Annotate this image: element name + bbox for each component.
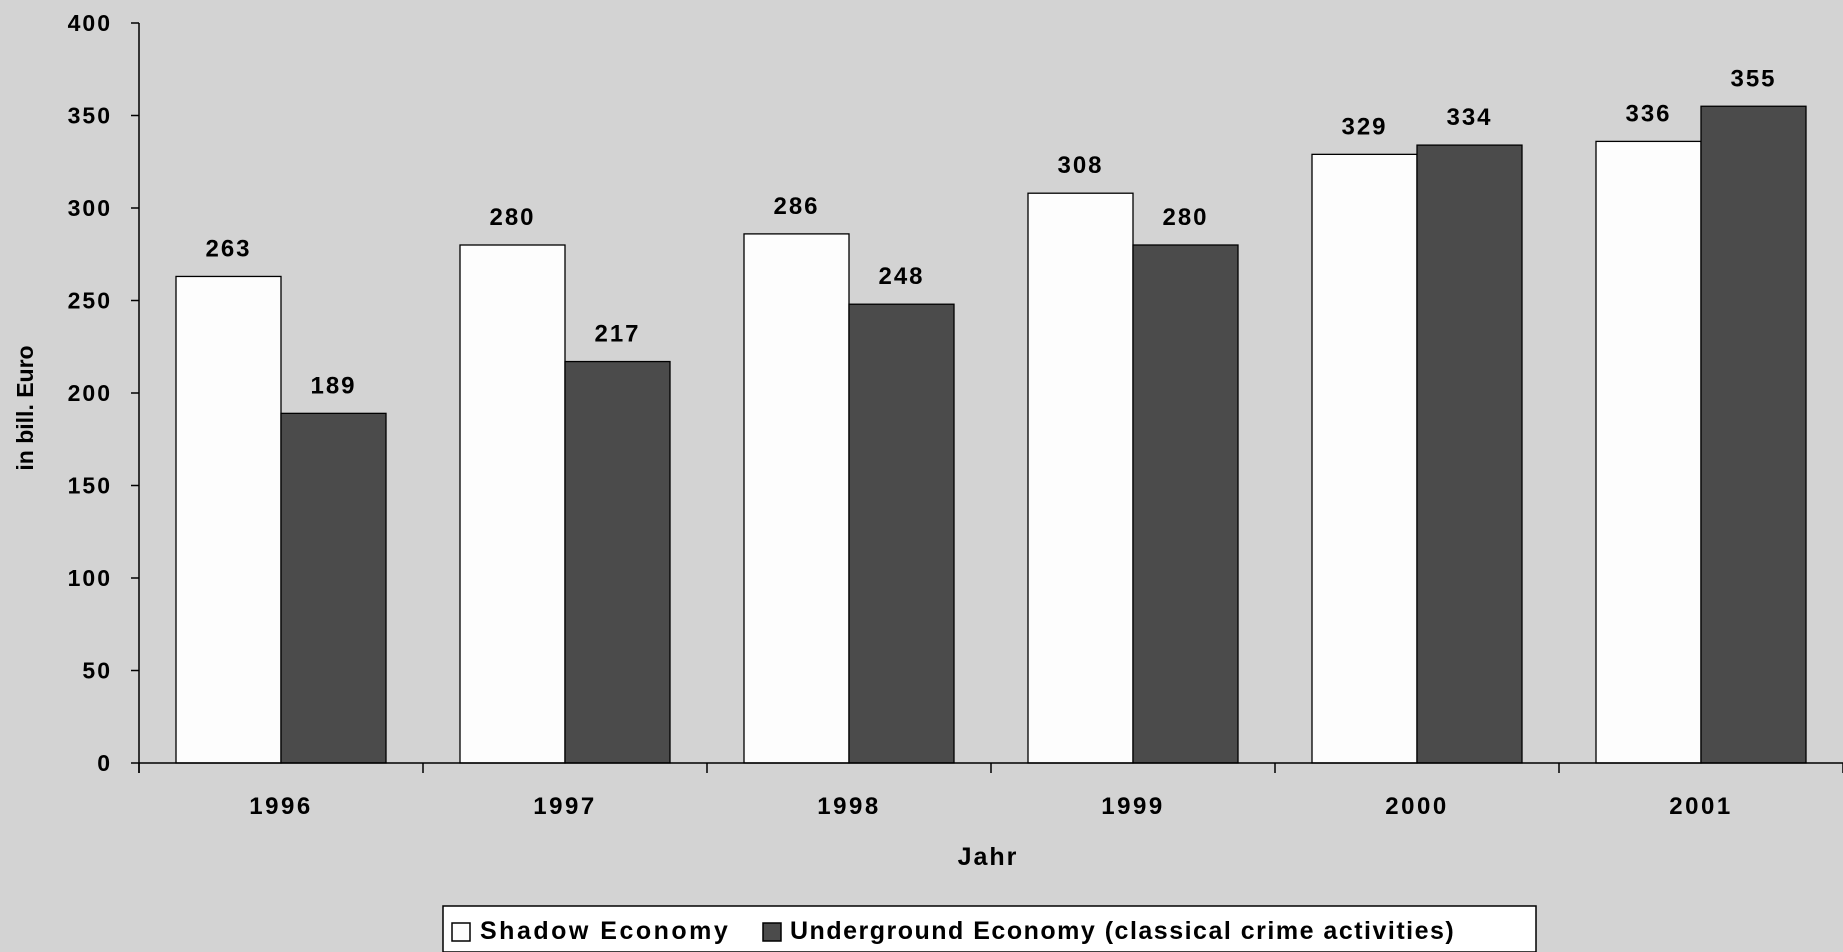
legend-label-shadow-economy: Shadow Economy — [480, 917, 730, 945]
x-tick-label: 2000 — [1385, 793, 1448, 820]
data-label: 336 — [1625, 100, 1671, 127]
x-tick-label: 1997 — [533, 793, 596, 820]
y-tick-label: 250 — [68, 288, 112, 314]
y-ticks: 0 50 100 150 200 250 300 350 400 — [68, 10, 139, 776]
bar-series-1-1996 — [280, 412, 387, 764]
data-label: 280 — [489, 204, 535, 231]
x-axis-title: Jahr — [958, 843, 1019, 871]
bar-series-0-1997 — [459, 244, 566, 764]
data-label: 263 — [205, 235, 251, 262]
bar-series-0-1999 — [1027, 192, 1134, 764]
data-label: 286 — [773, 193, 819, 220]
y-tick-label: 350 — [68, 103, 112, 129]
x-tick-label: 2001 — [1669, 793, 1732, 820]
legend: Shadow Economy Underground Economy (clas… — [442, 905, 1537, 952]
y-tick-label: 100 — [68, 565, 112, 591]
x-tick-label: 1996 — [249, 793, 312, 820]
bar-series-1-1999 — [1132, 244, 1239, 764]
bars-layer — [175, 105, 1807, 764]
data-label: 355 — [1730, 65, 1776, 92]
bar-series-1-2000 — [1416, 144, 1523, 764]
bar-series-1-1997 — [564, 360, 671, 764]
y-tick-label: 50 — [82, 658, 112, 684]
x-tick-label: 1999 — [1101, 793, 1164, 820]
bar-series-0-2000 — [1311, 153, 1418, 764]
data-label: 329 — [1341, 113, 1387, 140]
bar-series-0-1996 — [175, 275, 282, 764]
legend-swatch-shadow-economy — [451, 922, 471, 942]
y-tick-label: 150 — [68, 473, 112, 499]
y-tick-label: 200 — [68, 380, 112, 406]
y-axis-title: in bill. Euro — [12, 345, 38, 470]
data-label: 334 — [1446, 104, 1492, 131]
data-label: 308 — [1057, 152, 1103, 179]
bar-series-1-1998 — [848, 303, 955, 764]
bar-series-0-2001 — [1595, 140, 1702, 764]
y-tick-label: 300 — [68, 195, 112, 221]
x-ticks: 1996 1997 1998 1999 2000 2001 — [138, 763, 1843, 820]
data-label: 217 — [594, 321, 640, 348]
data-label: 248 — [878, 263, 924, 290]
legend-swatch-underground-economy — [762, 922, 782, 942]
data-label: 280 — [1162, 204, 1208, 231]
bar-series-0-1998 — [743, 233, 850, 764]
data-labels-layer: 263 280 286 308 329 336 189 217 248 280 334 355 — [205, 65, 1776, 399]
data-label: 189 — [310, 372, 356, 399]
y-tick-label: 400 — [68, 10, 112, 36]
x-tick-label: 1998 — [817, 793, 880, 820]
legend-box — [442, 905, 1537, 952]
axes-layer — [138, 23, 1843, 773]
legend-label-underground-economy: Underground Economy (classical crime act… — [790, 917, 1455, 945]
y-tick-label: 0 — [97, 750, 112, 776]
bar-series-1-2001 — [1700, 105, 1807, 764]
